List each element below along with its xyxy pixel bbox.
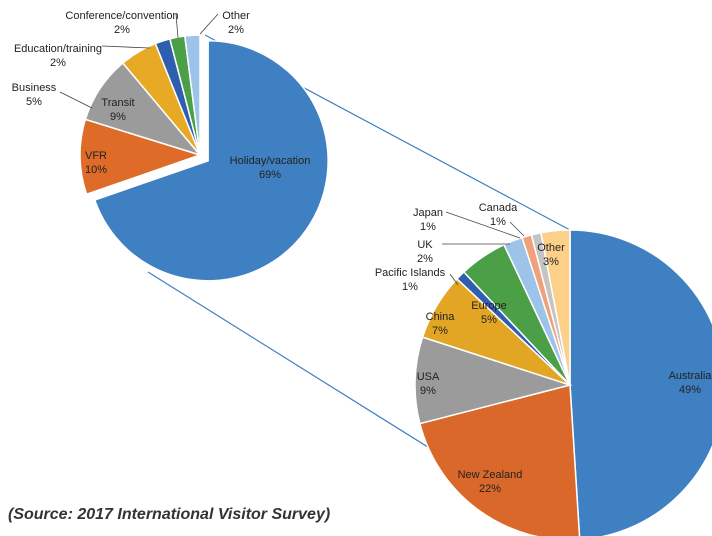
slice-label: VFR <box>85 150 107 162</box>
leader-line <box>199 13 219 35</box>
slice-label: Business <box>12 82 57 94</box>
slice-label: USA <box>417 371 440 383</box>
leader-line <box>449 273 459 286</box>
slice-value-label: 2% <box>228 24 244 36</box>
slice-value-label: 1% <box>490 216 506 228</box>
pie-slice <box>569 229 712 536</box>
slice-value-label: 3% <box>543 256 559 268</box>
slice-value-label: 1% <box>420 221 436 233</box>
slice-value-label: 5% <box>481 314 497 326</box>
slice-label: Australia <box>669 370 712 382</box>
slice-value-label: 2% <box>417 253 433 265</box>
slice-value-label: 9% <box>110 111 126 123</box>
pie-slice <box>418 384 581 536</box>
slice-value-label: 22% <box>479 483 501 495</box>
leader-line <box>445 211 521 239</box>
slice-value-label: 5% <box>26 96 42 108</box>
pie-slice <box>540 229 571 386</box>
slice-label: Other <box>222 10 250 22</box>
slice-value-label: 10% <box>85 164 107 176</box>
slice-value-label: 2% <box>50 57 66 69</box>
leader-line <box>175 13 179 39</box>
pie-slice <box>79 118 203 196</box>
slice-value-label: 2% <box>114 24 130 36</box>
slice-value-label: 9% <box>420 385 436 397</box>
pie-slice <box>414 336 573 425</box>
slice-label: Europe <box>471 300 506 312</box>
slice-label: Transit <box>101 97 134 109</box>
slice-label: Pacific Islands <box>375 267 446 279</box>
leader-line <box>509 221 525 237</box>
slice-value-label: 7% <box>432 325 448 337</box>
slice-label: Canada <box>479 202 518 214</box>
slice-label: New Zealand <box>458 469 523 481</box>
source-note: (Source: 2017 International Visitor Surv… <box>8 506 330 523</box>
slice-label: Japan <box>413 207 443 219</box>
pie-slice <box>183 34 201 156</box>
slice-label: China <box>426 311 456 323</box>
slice-label: UK <box>417 239 433 251</box>
slice-label: Education/training <box>14 43 102 55</box>
leader-line <box>59 91 93 109</box>
slice-value-label: 69% <box>259 169 281 181</box>
slice-label: Other <box>537 242 565 254</box>
slice-label: Holiday/vacation <box>230 155 311 167</box>
slice-value-label: 49% <box>679 384 701 396</box>
pie-slice <box>93 40 329 282</box>
slice-value-label: 1% <box>402 281 418 293</box>
slice-label: Conference/convention <box>65 10 178 22</box>
leader-line <box>101 45 151 49</box>
